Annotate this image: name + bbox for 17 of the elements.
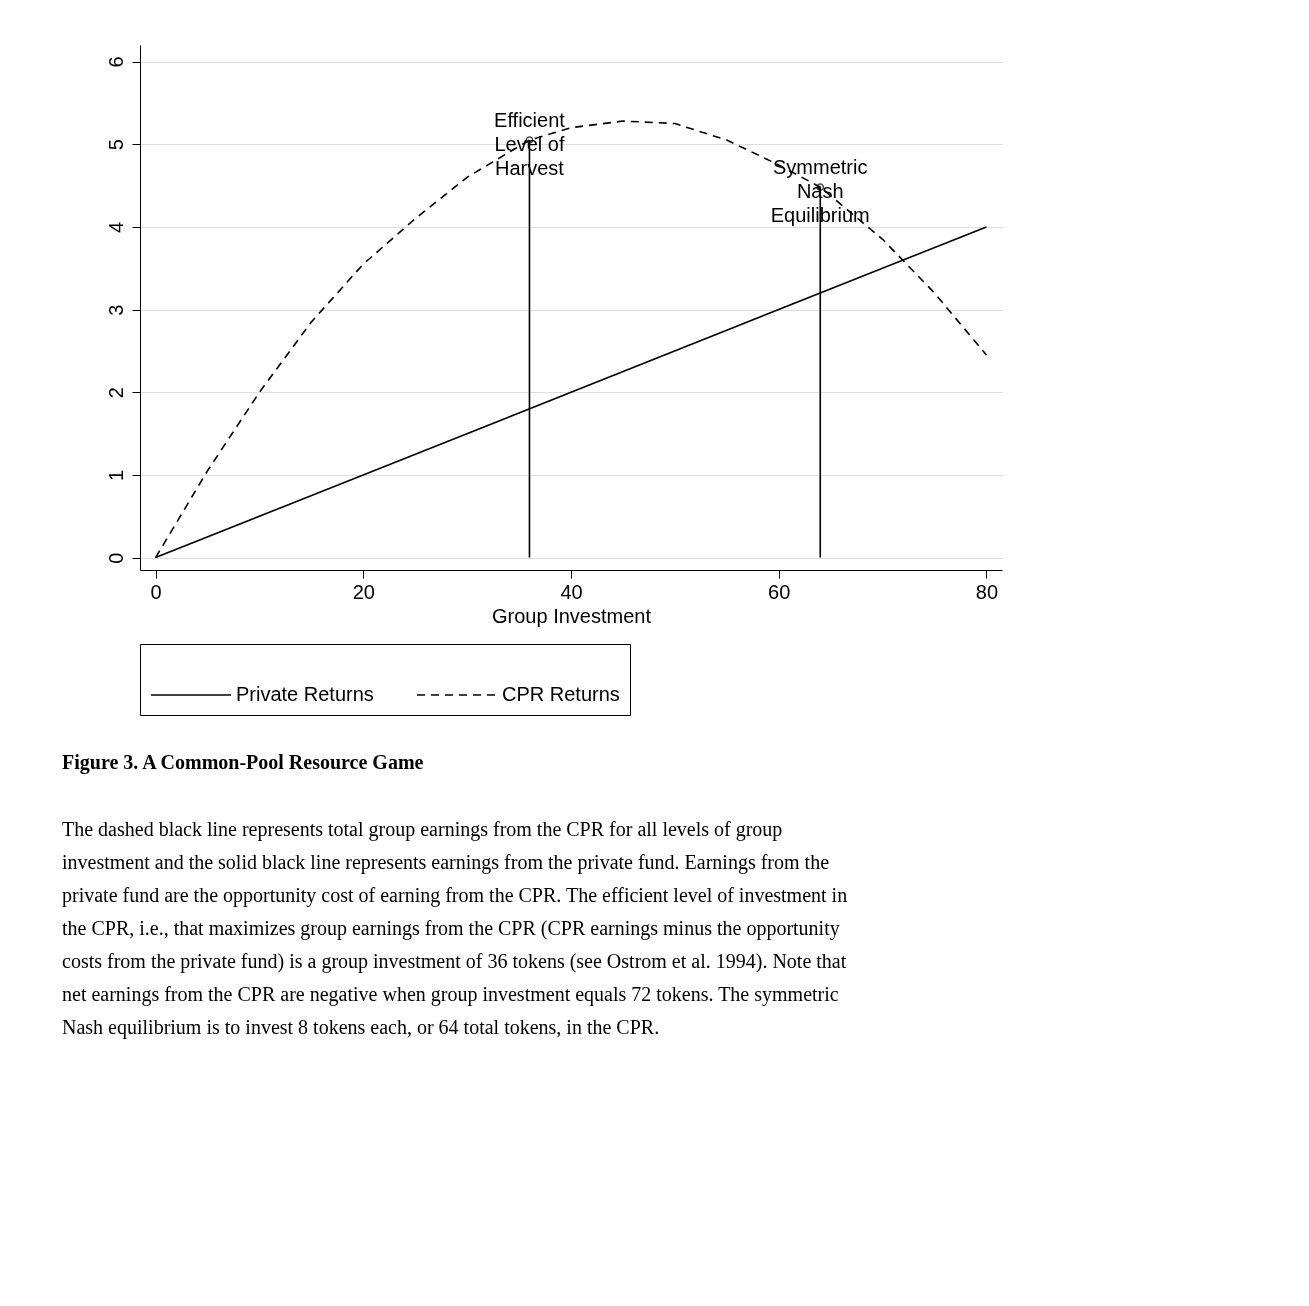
y-tick-label: 5: [104, 139, 127, 151]
y-tick-label: 3: [104, 304, 127, 316]
x-axis-title: Group Investment: [492, 604, 652, 627]
y-tick-label: 2: [104, 387, 127, 399]
x-tick-label: 60: [768, 580, 791, 603]
x-tick-label: 20: [352, 580, 375, 603]
y-tick-label: 0: [104, 552, 127, 564]
legend-label: CPR Returns: [502, 683, 620, 705]
y-tick-label: 1: [104, 469, 127, 481]
x-tick-label: 80: [975, 580, 999, 603]
x-tick-label: 40: [560, 580, 583, 603]
x-tick-label: 0: [150, 580, 162, 603]
legend-label: Private Returns: [236, 683, 374, 705]
y-tick-label: 6: [104, 56, 127, 68]
text: The dashed black line represents total group earnings from the CPR for all levels of group investment and the solid black line represents earnings from the private fund. Earnings from the private fund are the opportunity cost of earning from the CPR. The efficient level of investment in the CPR, i.e., that maximizes group earnings from the CPR (CPR earnings minus the opportunity costs from the private fund) is a group investment of 36 tokens (see Ostrom et al. 1994). Note that net earnings from the CPR are negative when group investment equals 72 tokens. The symmetric Nash equilibrium is to invest 8 tokens each, or 64 total tokens, in the CPR.: [62, 818, 848, 1039]
y-tick-label: 4: [104, 221, 127, 233]
text: Figure 3. A Common-Pool Resource Game: [62, 751, 424, 774]
